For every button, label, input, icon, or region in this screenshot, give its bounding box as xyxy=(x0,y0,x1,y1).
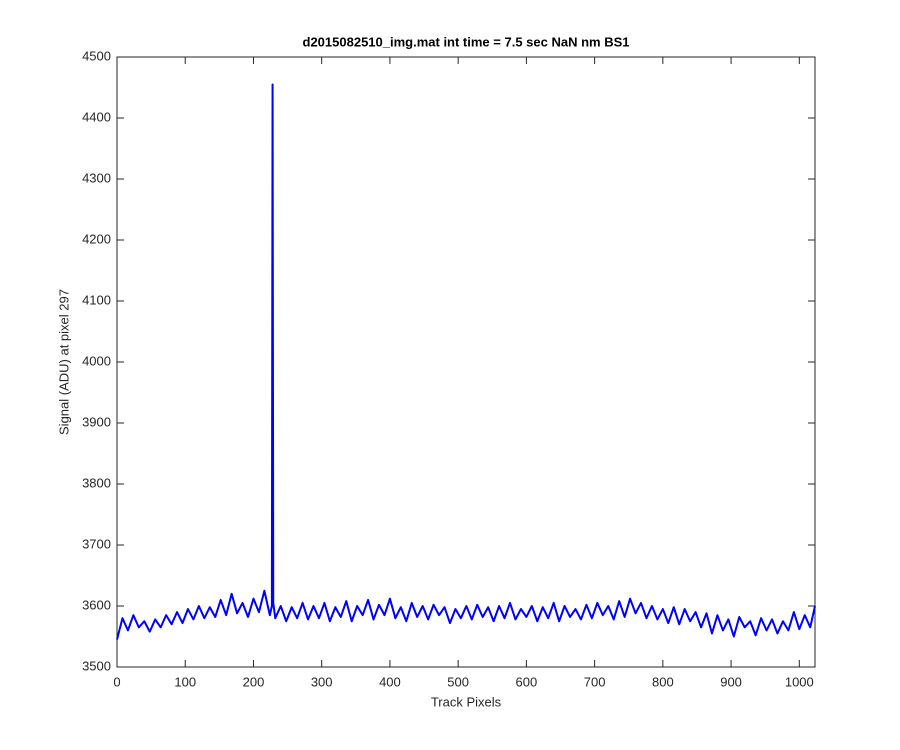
y-tick-label: 3700 xyxy=(82,536,111,551)
y-tick-label: 4300 xyxy=(82,170,111,185)
chart-title: d2015082510_img.mat int time = 7.5 sec N… xyxy=(303,34,630,49)
x-tick-label: 1000 xyxy=(785,674,814,689)
y-tick-label: 3500 xyxy=(82,658,111,673)
x-tick-label: 300 xyxy=(311,674,333,689)
plot-frame xyxy=(116,56,816,668)
y-tick-label: 4500 xyxy=(82,48,111,63)
x-tick-label: 700 xyxy=(584,674,606,689)
y-tick-label: 3800 xyxy=(82,475,111,490)
y-tick-label: 3900 xyxy=(82,414,111,429)
y-tick-label: 4400 xyxy=(82,109,111,124)
x-tick-label: 800 xyxy=(652,674,674,689)
x-tick-label: 0 xyxy=(113,674,120,689)
x-tick-label: 900 xyxy=(720,674,742,689)
x-tick-label: 500 xyxy=(447,674,469,689)
x-tick-label: 100 xyxy=(174,674,196,689)
x-tick-label: 200 xyxy=(243,674,265,689)
y-tick-label: 3600 xyxy=(82,597,111,612)
data-line xyxy=(116,83,816,640)
x-tick-label: 400 xyxy=(379,674,401,689)
y-tick-label: 4100 xyxy=(82,292,111,307)
x-tick-label: 600 xyxy=(516,674,538,689)
x-axis-label: Track Pixels xyxy=(431,694,502,709)
y-tick-label: 4000 xyxy=(82,353,111,368)
y-tick-label: 4200 xyxy=(82,231,111,246)
y-axis-label: Signal (ADU) at pixel 297 xyxy=(56,289,71,435)
